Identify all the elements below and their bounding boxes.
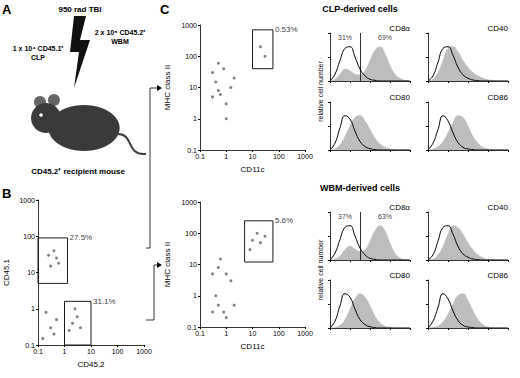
svg-text:CD80: CD80 — [390, 271, 411, 280]
svg-text:1000: 1000 — [297, 330, 313, 337]
svg-text:0.1: 0.1 — [187, 146, 197, 154]
svg-text:1000: 1000 — [297, 153, 313, 160]
svg-text:MHC class II: MHC class II — [163, 65, 172, 110]
svg-text:31%: 31% — [338, 34, 352, 41]
svg-text:1: 1 — [63, 348, 67, 355]
svg-text:31.1%: 31.1% — [93, 297, 116, 306]
svg-text:1: 1 — [224, 330, 228, 337]
svg-text:CD80: CD80 — [390, 93, 411, 102]
svg-text:69%: 69% — [378, 34, 392, 41]
svg-text:100: 100 — [273, 153, 285, 160]
svg-text:0.1: 0.1 — [25, 341, 35, 349]
svg-text:10: 10 — [249, 153, 257, 160]
svg-text:1: 1 — [224, 153, 228, 160]
svg-text:relative cell number: relative cell number — [317, 239, 324, 300]
svg-text:2 x 10⁵ CD45.2⁺: 2 x 10⁵ CD45.2⁺ — [95, 29, 146, 36]
svg-text:0.1: 0.1 — [195, 153, 205, 160]
svg-text:CD86: CD86 — [488, 271, 509, 280]
svg-text:63%: 63% — [378, 213, 392, 220]
svg-text:37%: 37% — [338, 213, 352, 220]
svg-text:100: 100 — [185, 230, 197, 237]
svg-text:1: 1 — [193, 115, 197, 122]
svg-text:WBM-derived cells: WBM-derived cells — [320, 183, 400, 193]
svg-text:MHC class II: MHC class II — [163, 242, 172, 287]
svg-text:10: 10 — [27, 269, 35, 276]
svg-text:0.53%: 0.53% — [275, 25, 298, 34]
svg-text:CD40: CD40 — [488, 24, 509, 33]
svg-text:relative cell number: relative cell number — [317, 60, 324, 121]
svg-text:10: 10 — [249, 330, 257, 337]
svg-text:CD8α: CD8α — [389, 24, 410, 33]
svg-text:100: 100 — [185, 53, 197, 60]
svg-text:27.5%: 27.5% — [70, 233, 93, 242]
svg-text:A: A — [2, 2, 12, 17]
svg-text:CD45.2⁺ recipient mouse: CD45.2⁺ recipient mouse — [31, 167, 125, 176]
svg-text:950 rad TBI: 950 rad TBI — [58, 5, 101, 14]
svg-text:WBM: WBM — [111, 38, 129, 45]
svg-text:CD40: CD40 — [488, 203, 509, 212]
svg-text:1: 1 — [193, 292, 197, 299]
svg-text:100: 100 — [273, 330, 285, 337]
svg-text:10: 10 — [87, 348, 95, 355]
svg-text:1000: 1000 — [136, 348, 152, 355]
svg-text:1 x 10⁴ CD45.1⁺: 1 x 10⁴ CD45.1⁺ — [13, 45, 65, 52]
svg-text:CD11c: CD11c — [241, 165, 265, 174]
svg-text:100: 100 — [112, 348, 124, 355]
svg-text:CLP-derived cells: CLP-derived cells — [322, 4, 398, 14]
svg-text:CD8α: CD8α — [389, 203, 410, 212]
svg-text:100: 100 — [23, 233, 35, 240]
svg-text:0.1: 0.1 — [33, 348, 43, 355]
svg-text:1000: 1000 — [19, 197, 35, 204]
svg-text:CD45.2: CD45.2 — [77, 360, 105, 369]
svg-text:5.6%: 5.6% — [275, 216, 293, 225]
svg-text:CD45.1: CD45.1 — [2, 258, 11, 286]
svg-text:0.1: 0.1 — [195, 330, 205, 337]
svg-text:B: B — [2, 186, 11, 201]
svg-text:1000: 1000 — [181, 199, 197, 206]
svg-text:10: 10 — [189, 261, 197, 268]
svg-text:C: C — [160, 2, 170, 17]
svg-text:CD86: CD86 — [488, 93, 509, 102]
svg-text:CLP: CLP — [31, 54, 45, 61]
svg-text:1000: 1000 — [181, 22, 197, 29]
svg-text:0.1: 0.1 — [187, 323, 197, 331]
svg-text:10: 10 — [189, 84, 197, 91]
svg-text:1: 1 — [31, 305, 35, 312]
svg-text:CD11c: CD11c — [241, 342, 265, 351]
